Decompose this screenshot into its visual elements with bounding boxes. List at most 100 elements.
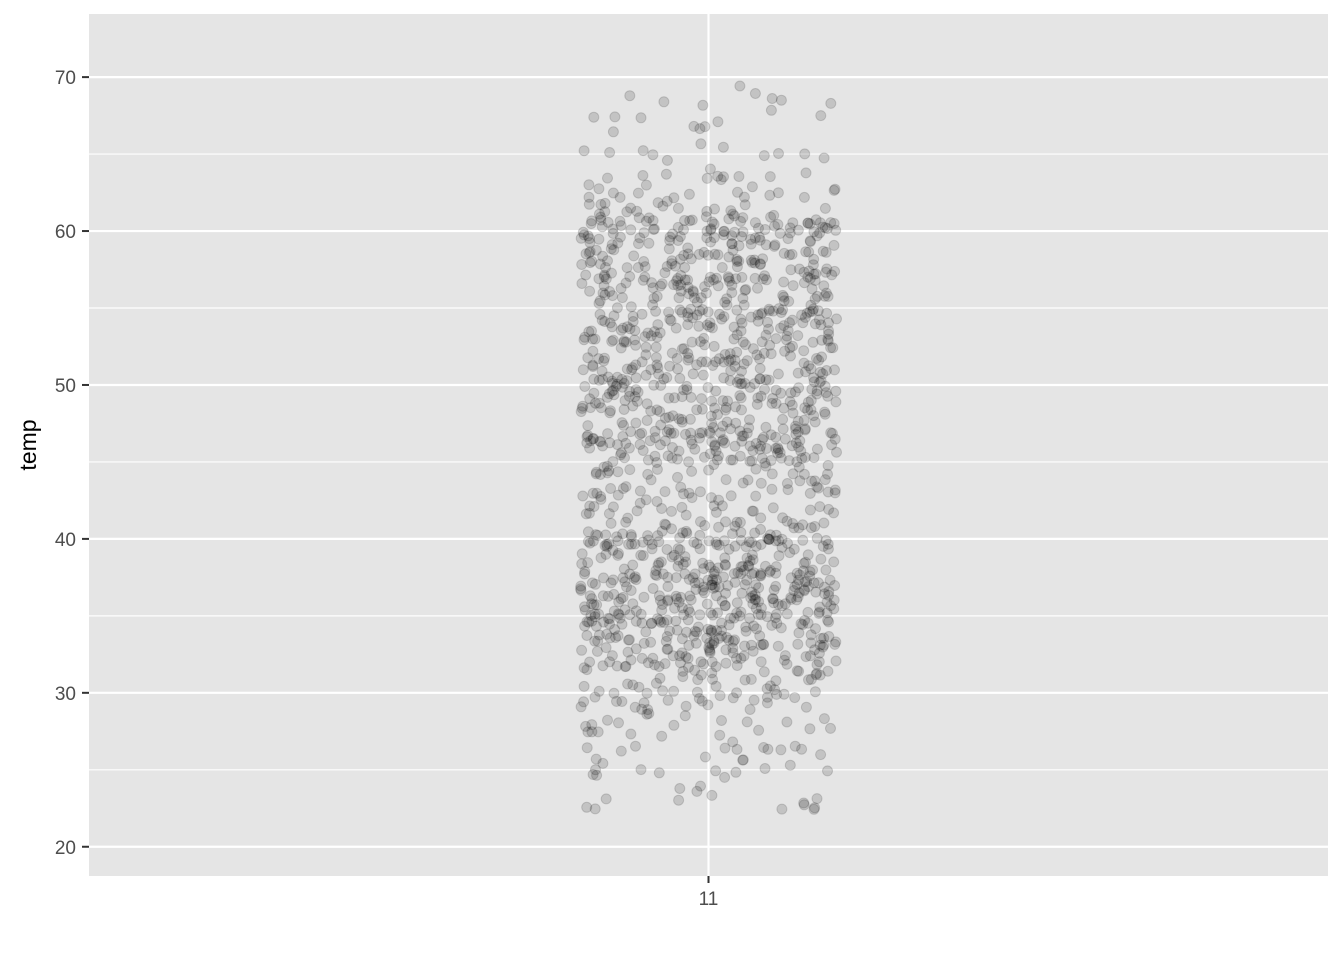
data-point xyxy=(661,614,673,626)
data-point xyxy=(578,334,590,346)
data-point xyxy=(798,468,810,480)
data-point xyxy=(802,271,814,283)
data-point xyxy=(647,215,659,227)
data-point xyxy=(627,598,639,610)
data-point xyxy=(663,243,675,255)
data-point xyxy=(819,474,831,486)
data-point xyxy=(668,192,680,204)
data-point xyxy=(626,364,638,376)
data-point xyxy=(701,598,713,610)
data-point xyxy=(773,303,785,315)
data-point xyxy=(701,225,713,237)
data-point xyxy=(681,384,693,396)
data-point xyxy=(677,671,689,683)
data-point xyxy=(747,505,759,517)
data-point xyxy=(807,259,819,271)
data-point xyxy=(695,780,706,792)
data-point xyxy=(796,743,808,755)
data-point xyxy=(747,445,759,457)
data-point xyxy=(581,437,593,449)
data-point xyxy=(697,557,709,569)
data-point xyxy=(603,388,615,400)
data-point xyxy=(804,218,816,230)
data-point xyxy=(683,352,695,364)
data-point xyxy=(654,406,666,417)
data-point xyxy=(676,647,688,659)
data-point xyxy=(583,191,595,203)
data-point xyxy=(745,673,757,685)
data-point xyxy=(759,383,770,395)
data-point xyxy=(576,278,588,289)
data-point xyxy=(772,444,784,455)
data-point xyxy=(682,307,694,319)
data-point xyxy=(681,527,693,539)
data-point xyxy=(666,255,678,267)
data-point xyxy=(616,618,628,630)
data-point xyxy=(785,593,797,605)
data-point xyxy=(777,512,789,524)
data-point xyxy=(650,305,662,317)
data-point xyxy=(583,179,595,191)
data-point xyxy=(805,637,817,649)
data-point xyxy=(581,801,593,813)
data-point xyxy=(760,421,772,433)
data-point xyxy=(740,284,752,295)
data-point xyxy=(634,497,646,509)
data-point xyxy=(738,358,750,370)
data-point xyxy=(575,584,587,596)
data-point xyxy=(625,202,637,214)
data-point xyxy=(710,356,722,368)
data-point xyxy=(807,564,819,576)
data-point xyxy=(798,799,810,811)
data-point xyxy=(686,438,698,450)
data-point xyxy=(584,257,596,269)
data-point xyxy=(737,336,749,348)
data-point xyxy=(688,536,700,548)
data-point xyxy=(612,608,624,620)
data-point xyxy=(754,363,766,374)
data-point xyxy=(589,803,601,815)
data-point xyxy=(694,529,706,541)
data-point xyxy=(794,569,806,581)
data-point xyxy=(676,343,688,355)
data-point xyxy=(687,286,699,298)
data-point xyxy=(698,563,710,575)
data-point xyxy=(768,240,780,252)
data-point xyxy=(583,507,595,519)
data-point xyxy=(729,354,741,366)
data-point xyxy=(821,263,833,275)
data-point xyxy=(829,433,841,445)
data-point xyxy=(798,558,810,569)
data-point xyxy=(674,304,686,316)
data-point xyxy=(648,223,659,235)
data-point xyxy=(754,259,766,270)
data-point xyxy=(659,267,671,279)
data-point xyxy=(597,660,609,672)
data-point xyxy=(642,704,654,716)
data-point xyxy=(586,719,598,731)
data-point xyxy=(799,402,811,414)
data-point xyxy=(811,230,823,242)
data-point xyxy=(737,477,749,489)
data-point xyxy=(734,373,746,385)
data-point xyxy=(731,346,743,358)
data-point xyxy=(755,609,767,621)
data-point xyxy=(719,742,731,754)
data-point xyxy=(822,333,834,345)
data-point xyxy=(749,232,761,244)
data-point xyxy=(668,685,680,697)
data-point xyxy=(723,355,735,367)
data-point xyxy=(818,517,830,529)
data-point xyxy=(672,273,684,284)
data-point xyxy=(755,602,767,614)
data-point xyxy=(634,428,646,440)
data-point xyxy=(606,321,618,333)
data-point xyxy=(760,329,772,341)
data-point xyxy=(686,465,698,477)
data-point xyxy=(632,386,644,398)
data-point xyxy=(729,520,741,532)
data-point xyxy=(675,481,687,493)
data-point xyxy=(758,666,770,678)
data-point xyxy=(608,244,620,256)
data-point xyxy=(755,440,767,452)
